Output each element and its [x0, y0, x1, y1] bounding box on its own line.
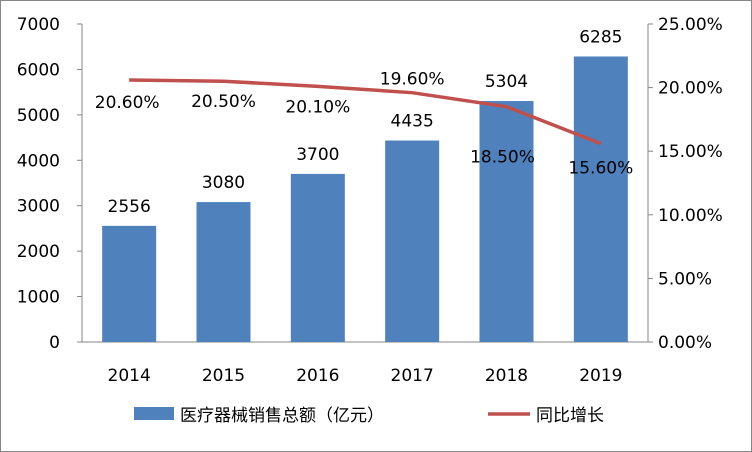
left-tick-label: 1000 [17, 288, 60, 308]
line-label: 18.50% [470, 148, 535, 168]
legend-bar-swatch [134, 407, 174, 420]
x-tick-label: 2015 [202, 366, 245, 386]
x-tick-label: 2019 [579, 366, 622, 386]
bar-label: 2556 [108, 197, 151, 217]
line-label: 19.60% [380, 70, 445, 90]
right-tick-label: 10.00% [658, 206, 723, 226]
bar-2019 [573, 56, 628, 342]
left-tick-label: 7000 [17, 15, 60, 35]
right-tick-label: 20.00% [658, 79, 723, 99]
left-tick-label: 2000 [17, 242, 60, 262]
bar-2015 [196, 202, 251, 342]
x-tick-label: 2014 [108, 366, 151, 386]
bar-label: 6285 [579, 27, 622, 47]
left-tick-label: 3000 [17, 197, 60, 217]
right-tick-label: 5.00% [658, 269, 712, 289]
growth-line [129, 78, 602, 146]
left-tick-label: 0 [49, 333, 60, 353]
x-tick-label: 2017 [391, 366, 434, 386]
bar-2018 [479, 101, 534, 342]
bar-label: 3700 [296, 145, 339, 165]
bar-label: 3080 [202, 173, 245, 193]
line-label: 20.10% [285, 97, 350, 117]
bar-2014 [102, 225, 157, 342]
bar-2016 [290, 173, 345, 342]
left-tick-label: 4000 [17, 151, 60, 171]
right-tick-label: 0.00% [658, 333, 712, 353]
x-tick-label: 2018 [485, 366, 528, 386]
bar-2017 [385, 140, 440, 342]
legend-line-label: 同比增长 [536, 406, 604, 426]
x-tick-label: 2016 [296, 366, 339, 386]
bar-label: 5304 [485, 72, 528, 92]
right-tick-label: 25.00% [658, 15, 723, 35]
line-label: 15.60% [568, 159, 633, 179]
line-label: 20.50% [191, 92, 256, 112]
legend-bar-label: 医疗器械销售总额（亿元） [180, 406, 384, 426]
left-tick-label: 6000 [17, 60, 60, 80]
left-tick-label: 5000 [17, 106, 60, 126]
line-label: 20.60% [95, 93, 160, 113]
bar-label: 4435 [391, 112, 434, 132]
right-tick-label: 15.00% [658, 142, 723, 162]
